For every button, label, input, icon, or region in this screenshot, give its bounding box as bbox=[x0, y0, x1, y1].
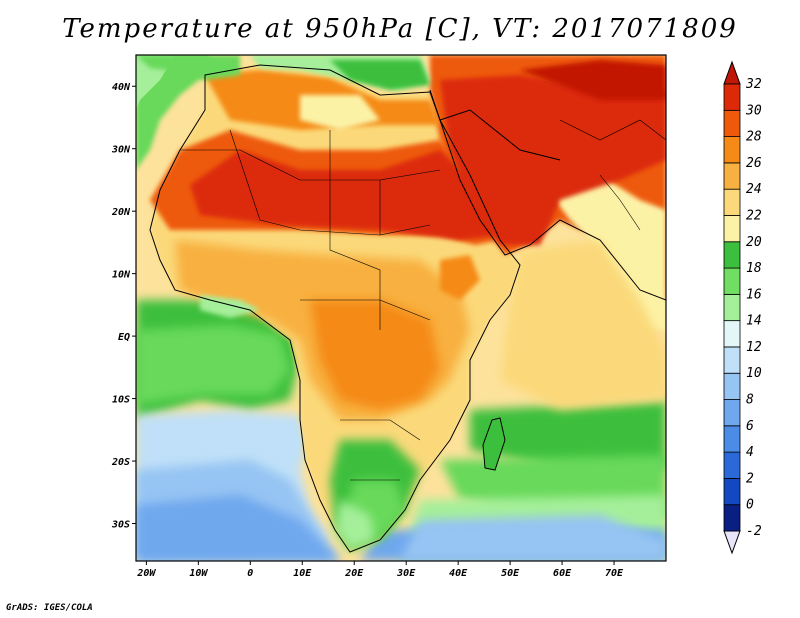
colorbar-swatch bbox=[723, 162, 741, 190]
lon-tick-label: 0 bbox=[247, 568, 253, 579]
lon-tick-label: 40E bbox=[449, 568, 468, 579]
colorbar-swatch bbox=[723, 241, 741, 269]
indian-south-green bbox=[470, 400, 666, 470]
colorbar-tick-label: -2 bbox=[746, 524, 762, 539]
colorbar-swatch bbox=[723, 293, 741, 322]
lat-tick-label: 30S bbox=[111, 520, 130, 531]
lon-tick-label: 10E bbox=[293, 568, 312, 579]
plot-frame bbox=[135, 54, 667, 562]
colorbar-tick-label: 8 bbox=[746, 393, 754, 408]
colorbar-tick-label: 0 bbox=[746, 498, 754, 513]
colorbar-tick-label: 2 bbox=[746, 471, 754, 486]
colorbar-tick-label: 28 bbox=[746, 130, 762, 145]
colorbar-tick-label: 26 bbox=[746, 156, 762, 171]
temperature-field bbox=[136, 55, 666, 561]
lat-tick-label: 20S bbox=[111, 457, 130, 468]
colorbar-tick-label: 4 bbox=[746, 445, 754, 460]
lon-tick-label: 50E bbox=[501, 568, 520, 579]
colorbar-swatch bbox=[723, 83, 741, 111]
country-borders bbox=[180, 119, 666, 481]
lon-tick-label: 20W bbox=[136, 568, 156, 579]
axis-ticks: 40N 30N 20N 10N EQ 10S 20S 30S 20W 10W 0 10E 20E 30E 4… bbox=[111, 82, 624, 579]
colorbar-swatch bbox=[723, 425, 741, 453]
lon-tick-label: 60E bbox=[553, 568, 572, 579]
map-title: Temperature at 950hPa [C], VT: 201707180… bbox=[62, 14, 738, 44]
lon-tick-label: 20E bbox=[344, 568, 364, 579]
lon-tick-label: 10W bbox=[189, 568, 208, 579]
colorbar-swatch bbox=[723, 451, 741, 479]
colorbar-tick-label: 16 bbox=[746, 287, 762, 302]
colorbar-swatch bbox=[723, 346, 741, 374]
lon-tick-label: 30E bbox=[396, 568, 416, 579]
colorbar-tick-label: 12 bbox=[746, 340, 762, 355]
colorbar-under-arrow bbox=[723, 530, 741, 555]
colorbar-swatch bbox=[723, 215, 741, 243]
coastlines bbox=[149, 64, 666, 553]
colorbar-tick-label: 18 bbox=[746, 261, 762, 276]
lat-tick-label: 30N bbox=[111, 145, 131, 156]
lat-tick-label: 20N bbox=[111, 207, 131, 218]
colorbar-swatch bbox=[723, 267, 741, 295]
credit-text: GrADS: IGES/COLA bbox=[6, 603, 93, 613]
lat-tick-label: EQ bbox=[118, 332, 130, 343]
lat-tick-label: 10N bbox=[112, 270, 131, 281]
lat-tick-label: 10S bbox=[112, 395, 130, 406]
colorbar-swatch bbox=[723, 109, 741, 137]
colorbar-tick-label: 10 bbox=[746, 366, 762, 381]
colorbar-tick-label: 24 bbox=[746, 182, 762, 197]
colorbar-tick-label: 6 bbox=[746, 419, 754, 434]
colorbar-swatch bbox=[723, 478, 741, 506]
colorbar-tick-label: 22 bbox=[746, 208, 762, 223]
colorbar-over-arrow bbox=[723, 60, 741, 85]
lon-tick-label: 70E bbox=[605, 568, 624, 579]
colorbar-tick-label: 30 bbox=[745, 103, 762, 118]
colorbar-tick-label: 14 bbox=[746, 314, 762, 329]
colorbar-swatch bbox=[723, 136, 741, 164]
colorbar-tick-label: 32 bbox=[745, 77, 762, 92]
colorbar-swatch bbox=[723, 504, 741, 532]
colorbar-swatch bbox=[723, 320, 741, 348]
colorbar-swatch bbox=[723, 188, 741, 216]
lat-tick-label: 40N bbox=[112, 82, 131, 93]
colorbar-tick-label: 20 bbox=[746, 235, 762, 250]
colorbar-swatch bbox=[723, 399, 741, 427]
colorbar-swatch bbox=[723, 372, 741, 400]
